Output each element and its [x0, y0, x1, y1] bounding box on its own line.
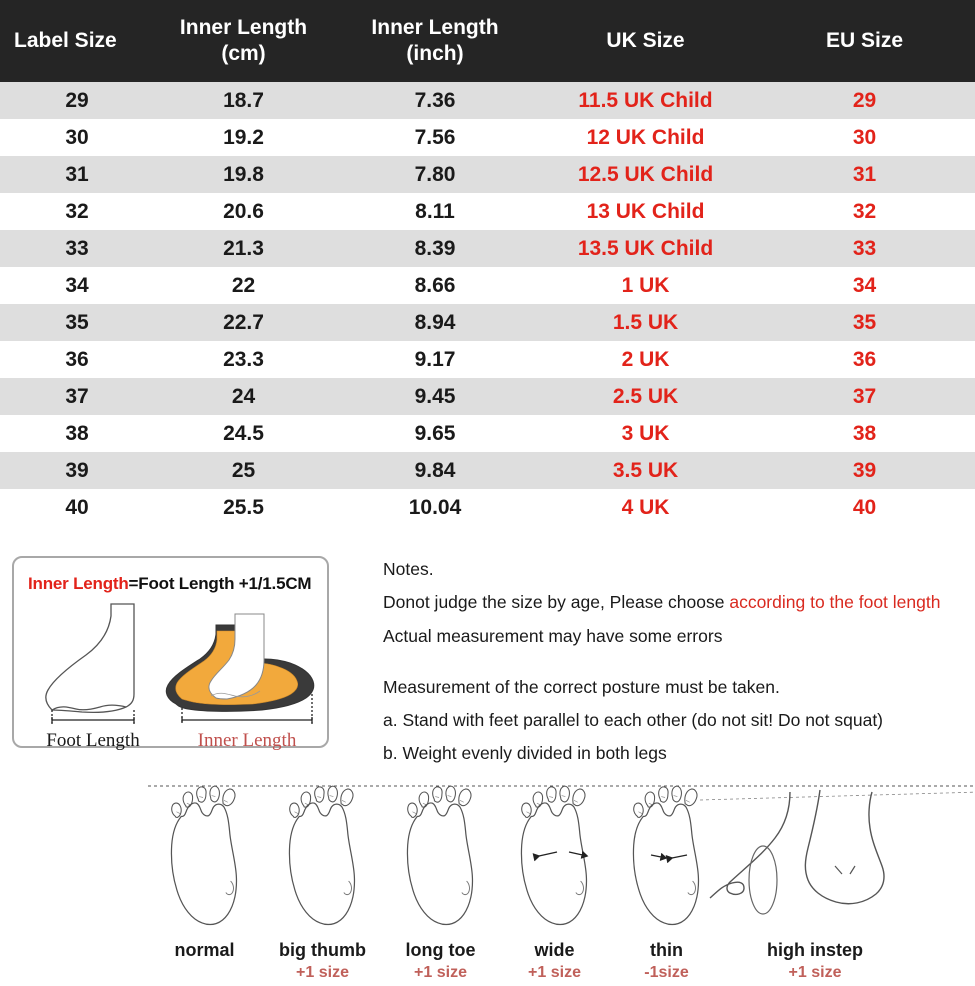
- svg-text:Inner Length: Inner Length: [198, 730, 297, 751]
- svg-text:Foot Length: Foot Length: [46, 730, 140, 751]
